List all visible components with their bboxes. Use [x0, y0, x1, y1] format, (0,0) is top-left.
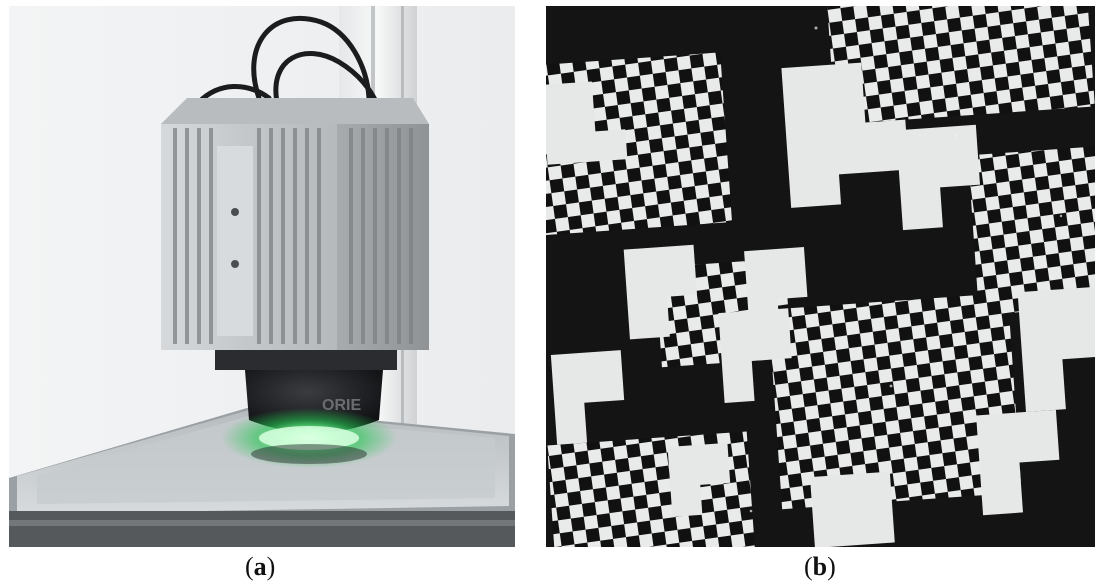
caption-a-letter: a: [253, 552, 267, 581]
caption-b-close: ): [827, 552, 836, 581]
solid-white-markers: [546, 62, 1095, 547]
lens-mount: [215, 350, 397, 370]
caption-a: (a): [245, 552, 275, 582]
caption-b: (b): [804, 552, 836, 582]
housing-top: [161, 98, 429, 124]
lens-reflection: [251, 444, 367, 464]
pattern-image-drawing: [546, 6, 1095, 547]
camera-housing: [161, 124, 429, 350]
camera-photo: ORIE: [9, 6, 515, 547]
caption-b-letter: b: [812, 552, 828, 581]
ring-light-core: [259, 426, 359, 450]
cables: [196, 15, 380, 107]
pattern-image: [546, 6, 1095, 547]
dust-specks: [632, 26, 1063, 528]
caption-a-open: (: [245, 552, 254, 581]
caption-a-close: ): [266, 552, 276, 581]
caption-b-open: (: [804, 552, 813, 581]
camera-photo-drawing: ORIE: [9, 6, 515, 547]
